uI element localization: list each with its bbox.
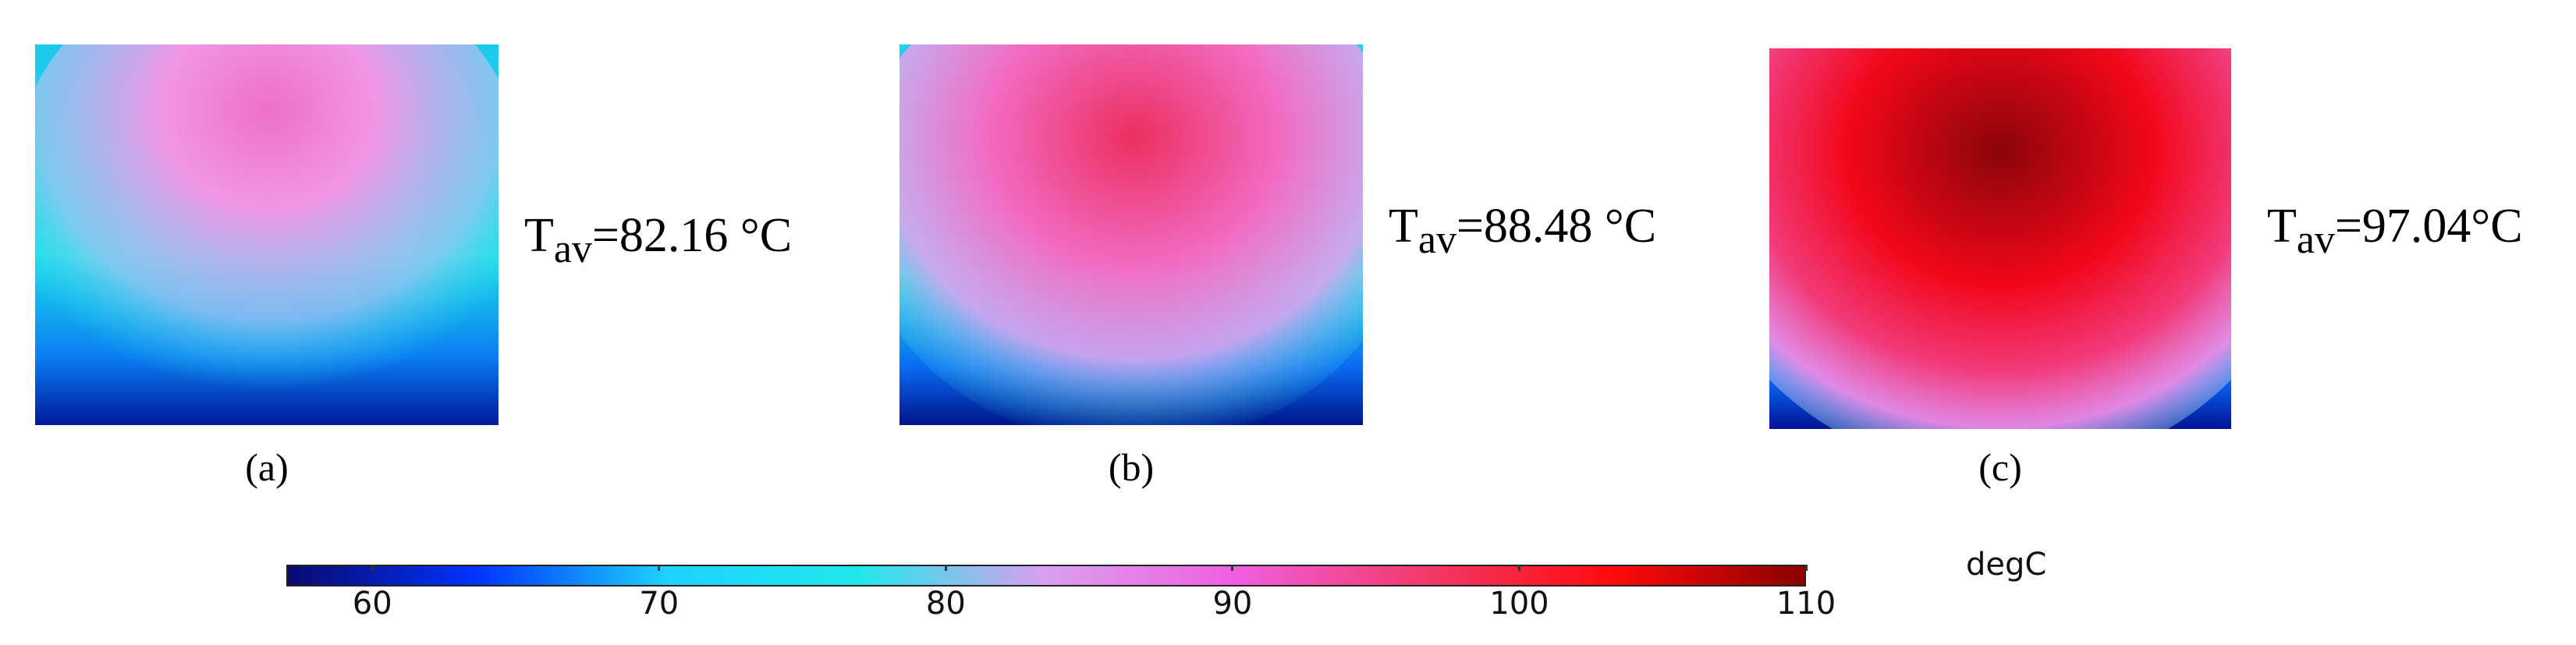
- average-temperature-b: Tav=88.48 °C: [1389, 200, 1657, 262]
- temperature-field-a: [35, 44, 499, 425]
- temperature-plot-a: [35, 44, 499, 425]
- panel-label-c: (c): [1978, 445, 2022, 489]
- colorbar-tick-label: 100: [1489, 586, 1549, 622]
- colorbar-tick-mark: [1517, 565, 1520, 571]
- colorbar-tick-label: 90: [1212, 586, 1253, 622]
- colorbar-tick-label: 60: [352, 586, 392, 622]
- temperature-plot-c: [1769, 48, 2231, 429]
- temperature-field-b: [899, 44, 1363, 425]
- colorbar-tick-label: 80: [925, 586, 966, 622]
- colorbar-tick-mark: [371, 565, 374, 571]
- panel-label-b: (b): [1108, 445, 1155, 489]
- colorbar-tick-label: 70: [639, 586, 679, 622]
- temperature-plot-b: [899, 44, 1363, 425]
- colorbar-tick-mark: [1231, 565, 1234, 571]
- average-temperature-c: Tav=97.04°C: [2267, 200, 2523, 262]
- colorbar-tick-mark: [944, 565, 947, 571]
- average-temperature-a: Tav=82.16 °C: [524, 209, 793, 271]
- colorbar-unit-label: degC: [1966, 547, 2047, 583]
- colorbar-tick-mark: [1804, 565, 1808, 571]
- colorbar-tick-mark: [658, 565, 661, 571]
- panel-label-a: (a): [245, 445, 289, 489]
- temperature-field-c: [1769, 48, 2231, 429]
- temperature-colorbar: [286, 565, 1806, 587]
- colorbar-tick-label: 110: [1776, 586, 1836, 622]
